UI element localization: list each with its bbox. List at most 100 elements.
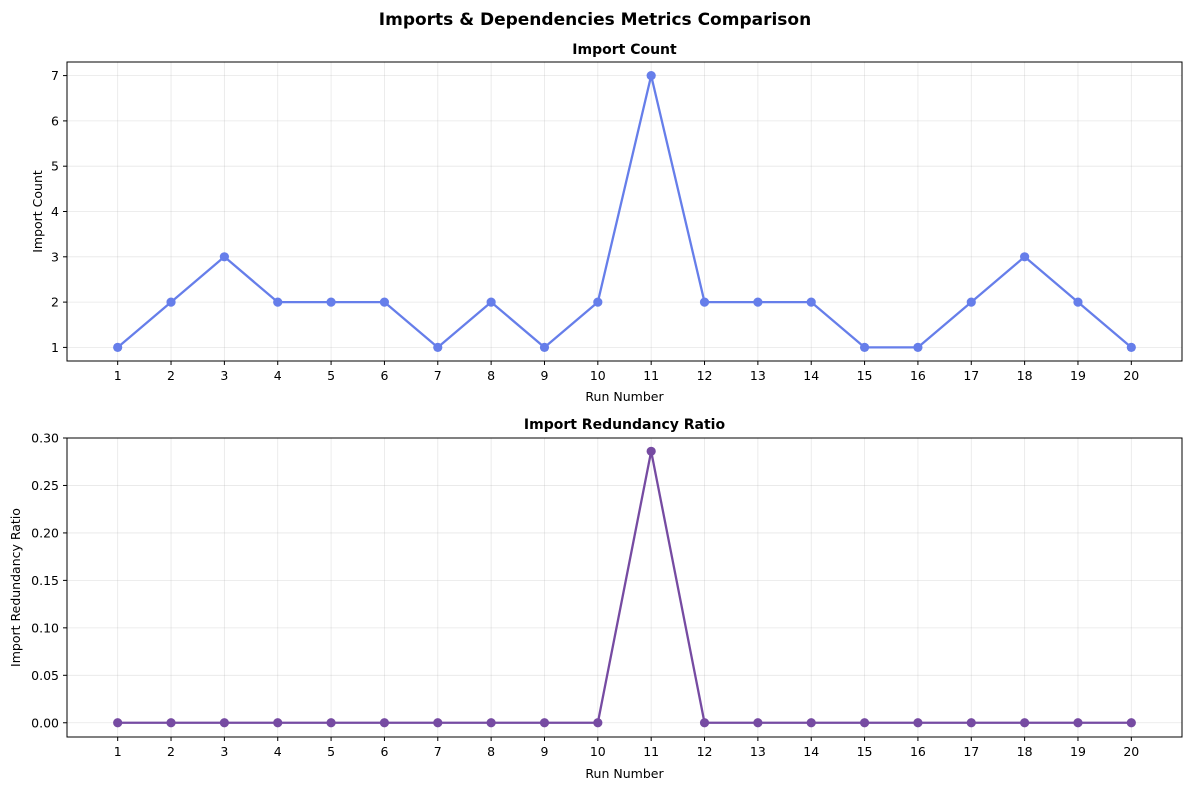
data-point <box>646 446 656 456</box>
data-point <box>379 718 390 728</box>
data-point <box>219 252 229 262</box>
data-point <box>593 718 603 728</box>
import-redundancy-ratio-plot: 1 2 3 4 5 6 7 8 9 10 11 12 13 14 15 16 17 18 19 200.000.050… <box>8 417 1183 781</box>
y-tick-label: 4 <box>51 204 59 219</box>
x-tick-label: 20 <box>1123 368 1139 383</box>
y-tick-label: 3 <box>51 249 59 264</box>
y-tick-label: 0.05 <box>31 668 59 683</box>
series-line <box>117 450 1132 724</box>
x-tick-label: 3 <box>220 744 228 759</box>
x-tick-label: 8 <box>487 744 495 759</box>
data-point <box>699 718 710 728</box>
x-tick-label: 17 <box>963 368 979 383</box>
data-point <box>1126 718 1136 728</box>
x-axis-label: Run Number <box>585 389 664 404</box>
data-point <box>539 342 550 353</box>
y-tick-label: 0.15 <box>31 573 59 588</box>
data-point <box>273 718 283 728</box>
x-tick-label: 2 <box>167 368 175 383</box>
x-tick-label: 12 <box>697 368 713 383</box>
x-tick-label: 1 <box>114 744 122 759</box>
data-point <box>1073 297 1083 307</box>
data-point <box>699 297 710 307</box>
figure-title: Imports & Dependencies Metrics Compariso… <box>379 10 811 30</box>
y-tick-label: 0.20 <box>31 525 59 540</box>
x-tick-label: 7 <box>434 744 442 759</box>
x-tick-label: 14 <box>803 368 819 383</box>
x-tick-label: 2 <box>167 744 175 759</box>
data-point <box>1126 342 1136 353</box>
x-tick-label: 5 <box>327 744 335 759</box>
x-tick-label: 3 <box>220 368 228 383</box>
data-point <box>166 297 176 307</box>
x-tick-label: 16 <box>910 744 926 759</box>
data-point <box>486 718 496 728</box>
data-point <box>859 718 870 728</box>
x-tick-label: 18 <box>1017 744 1033 759</box>
x-tick-label: 1 <box>114 368 122 383</box>
x-tick-label: 15 <box>857 744 873 759</box>
grid <box>67 62 1182 361</box>
x-tick-label: 9 <box>540 368 548 383</box>
data-point <box>539 718 550 728</box>
data-point <box>219 718 229 728</box>
y-tick-label: 0.30 <box>31 431 59 446</box>
x-tick-label: 7 <box>434 368 442 383</box>
x-tick-label: 19 <box>1070 744 1086 759</box>
x-tick-label: 12 <box>697 744 713 759</box>
data-point <box>433 718 443 728</box>
data-point <box>966 297 976 307</box>
data-point <box>646 70 656 81</box>
y-axis-label: Import Redundancy Ratio <box>8 508 23 667</box>
data-point <box>1020 718 1030 728</box>
y-tick-label: 1 <box>51 340 59 355</box>
y-tick-label: 6 <box>51 113 59 128</box>
data-point <box>966 718 976 728</box>
data-point <box>913 718 923 728</box>
series-line <box>116 74 1133 349</box>
data-point <box>753 718 763 728</box>
plot-title: Import Count <box>572 42 677 58</box>
data-point <box>113 342 123 353</box>
y-tick-label: 0.10 <box>31 620 59 635</box>
axes-frame <box>66 437 1183 738</box>
x-tick-label: 16 <box>910 368 926 383</box>
data-point <box>1020 252 1030 262</box>
data-point <box>113 718 123 728</box>
data-point <box>806 718 816 728</box>
x-tick-label: 4 <box>274 744 282 759</box>
x-tick-label: 18 <box>1017 368 1033 383</box>
data-point <box>379 297 390 307</box>
data-point <box>859 342 870 353</box>
data-point <box>806 297 816 307</box>
data-point <box>273 297 283 307</box>
plot-title: Import Redundancy Ratio <box>524 417 726 433</box>
y-tick-label: 2 <box>51 295 59 310</box>
data-point <box>913 342 923 353</box>
data-point <box>166 718 176 728</box>
data-point <box>1073 718 1083 728</box>
y-axis-label: Import Count <box>30 170 45 253</box>
x-tick-label: 13 <box>750 368 766 383</box>
data-point <box>486 297 496 307</box>
data-point <box>326 718 336 728</box>
x-tick-label: 14 <box>803 744 819 759</box>
x-tick-label: 15 <box>857 368 873 383</box>
y-tick-label: 0.00 <box>31 715 59 730</box>
x-tick-label: 19 <box>1070 368 1086 383</box>
data-point <box>326 297 336 307</box>
x-tick-label: 8 <box>487 368 495 383</box>
y-tick-label: 7 <box>51 68 59 83</box>
data-point <box>433 342 443 353</box>
x-tick-label: 11 <box>643 744 659 759</box>
x-tick-label: 17 <box>963 744 979 759</box>
x-tick-label: 4 <box>274 368 282 383</box>
x-tick-label: 10 <box>590 744 606 759</box>
x-tick-label: 9 <box>540 744 548 759</box>
x-tick-label: 6 <box>380 368 388 383</box>
x-tick-label: 10 <box>590 368 606 383</box>
y-tick-label: 0.25 <box>31 478 59 493</box>
x-tick-label: 20 <box>1123 744 1139 759</box>
x-tick-label: 6 <box>380 744 388 759</box>
